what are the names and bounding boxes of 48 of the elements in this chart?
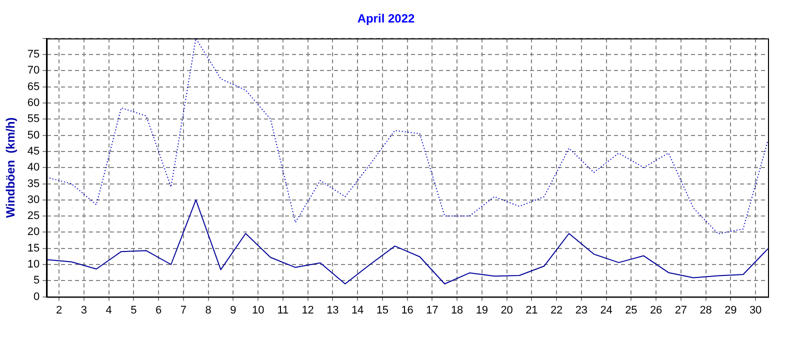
x-tick-label: 16 — [401, 304, 414, 316]
y-tick-label: 50 — [27, 129, 40, 142]
x-tick-label: 15 — [376, 304, 389, 316]
y-axis-title: Windböen (km/h) — [4, 117, 18, 218]
x-tick-label: 2 — [56, 304, 62, 316]
x-tick-label: 29 — [724, 304, 737, 316]
x-tick-label: 28 — [700, 304, 712, 316]
line-series — [46, 38, 768, 234]
y-tick-label: 55 — [27, 113, 40, 126]
y-tick-label: 10 — [27, 258, 40, 271]
x-tick-label: 10 — [252, 304, 264, 316]
x-tick-label: 27 — [674, 304, 688, 316]
y-tick-label: 40 — [27, 162, 40, 174]
x-tick-label: 3 — [80, 304, 88, 316]
x-tick-label: 13 — [326, 304, 339, 316]
y-tick-label: 5 — [34, 274, 40, 287]
y-tick-label: 20 — [27, 226, 40, 238]
x-tick-label: 21 — [526, 304, 538, 316]
x-tick-label: 23 — [575, 304, 588, 316]
x-tick-label: 8 — [205, 304, 212, 316]
x-tick-label: 12 — [302, 304, 314, 316]
x-tick-label: 14 — [351, 304, 364, 316]
x-tick-label: 17 — [426, 304, 438, 316]
y-tick-label: 30 — [27, 194, 40, 206]
x-tick-label: 6 — [156, 304, 162, 316]
y-tick-label: 75 — [27, 48, 40, 61]
x-tick-label: 20 — [500, 304, 513, 316]
y-tick-label: 45 — [27, 145, 40, 158]
y-tick-label: 65 — [27, 80, 40, 93]
x-tick-label: 18 — [450, 304, 464, 316]
x-tick-label: 24 — [600, 304, 612, 316]
x-tick-label: 30 — [749, 304, 762, 316]
y-tick-label: 15 — [27, 242, 40, 254]
x-tick-label: 19 — [476, 304, 488, 316]
y-tick-label: 70 — [27, 64, 40, 77]
x-tick-label: 7 — [180, 304, 187, 316]
y-tick-label: 25 — [27, 210, 40, 222]
x-tick-label: 9 — [230, 304, 236, 316]
y-tick-label: 0 — [34, 290, 40, 303]
x-tick-label: 22 — [550, 304, 563, 316]
x-tick-label: 11 — [277, 304, 289, 316]
x-tick-label: 26 — [650, 304, 662, 316]
y-tick-label: 60 — [27, 97, 40, 110]
chart-title: April 2022 — [357, 12, 415, 26]
x-tick-label: 5 — [130, 304, 137, 316]
y-tick-label: 35 — [27, 178, 40, 190]
x-tick-label: 25 — [625, 304, 638, 316]
x-tick-label: 4 — [106, 304, 112, 316]
